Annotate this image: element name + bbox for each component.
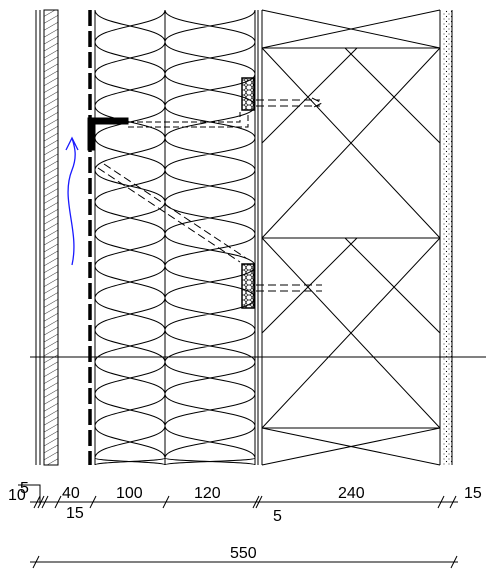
drawing-line	[241, 263, 255, 309]
drawing-line	[94, 9, 166, 466]
drawing-line	[43, 9, 59, 466]
dim-label: 10	[8, 487, 26, 504]
drawing-line	[256, 97, 324, 109]
drawing-line	[442, 10, 452, 465]
drawing-line	[32, 555, 458, 569]
insulation	[94, 9, 256, 466]
fixings	[65, 77, 324, 309]
dim-label: 15	[66, 505, 84, 522]
drawing-line	[33, 495, 457, 509]
dim-label: 550	[230, 545, 257, 562]
drawing-line	[256, 284, 322, 292]
drawing-line	[87, 117, 129, 151]
dimensions	[18, 484, 458, 569]
dim-label: 15	[464, 485, 482, 502]
dim-label: 5	[20, 480, 29, 497]
dim-label: 240	[338, 485, 365, 502]
drawing-line	[18, 484, 41, 505]
dim-label: 120	[194, 485, 221, 502]
dim-label: 100	[116, 485, 143, 502]
dim-label: 40	[62, 485, 80, 502]
drawing-line	[241, 77, 255, 111]
dim-label: 5	[273, 508, 282, 525]
labels: 5 10 40 15 100 120 5 240 15 550	[8, 480, 482, 562]
drawing-line	[97, 163, 247, 263]
drawing-line	[65, 136, 79, 266]
drawing-line	[128, 112, 249, 128]
masonry	[261, 9, 441, 466]
